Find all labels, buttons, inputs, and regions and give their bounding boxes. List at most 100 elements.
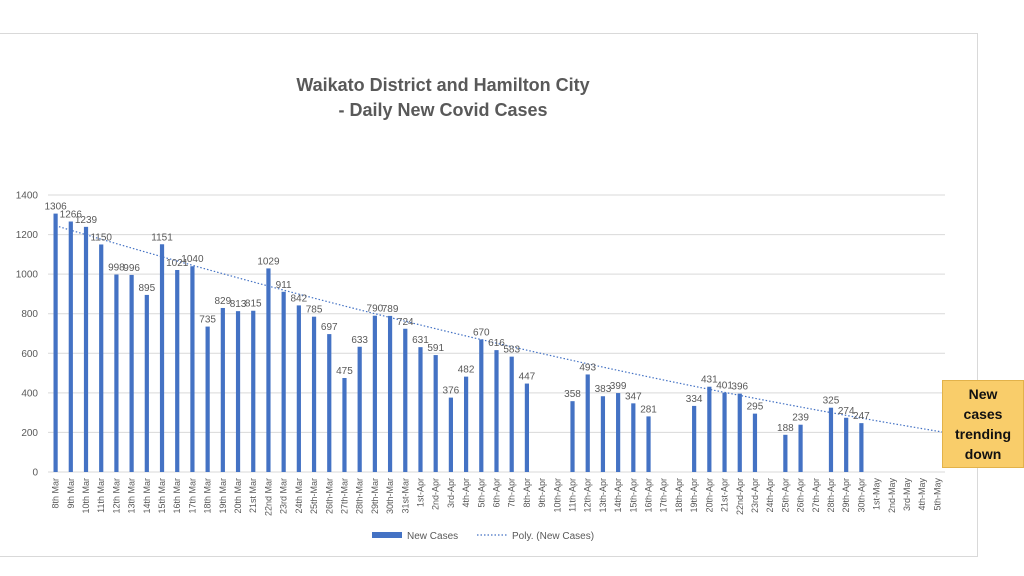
x-tick-label: 1st-May [872, 478, 882, 511]
x-tick-label: 27th-Apr [811, 478, 821, 513]
data-label: 633 [351, 335, 368, 346]
bar [311, 316, 317, 472]
x-tick-label: 28th-Apr [826, 478, 836, 513]
data-label: 815 [245, 299, 262, 310]
bar [190, 266, 195, 472]
data-label: 735 [199, 315, 216, 326]
x-tick-label: 26th-Apr [796, 478, 806, 513]
data-label: 1029 [257, 256, 280, 267]
bar [83, 226, 89, 472]
data-label: 447 [519, 372, 536, 383]
x-tick-label: 10th-Apr [552, 478, 562, 513]
x-tick-label: 29th-Apr [841, 478, 851, 513]
y-tick-label: 1000 [16, 270, 39, 281]
x-tick-label: 30th-Apr [856, 478, 866, 513]
data-label: 670 [473, 327, 490, 338]
data-label: 895 [138, 283, 155, 294]
bar [570, 401, 575, 472]
bar [235, 311, 241, 472]
legend-label-new-cases: New Cases [407, 531, 458, 542]
bar [433, 355, 438, 472]
x-tick-label: 14th-Apr [613, 478, 623, 513]
data-label: 1151 [151, 232, 173, 243]
data-label: 1306 [44, 202, 67, 213]
bar [403, 328, 408, 472]
data-label: 789 [382, 304, 399, 315]
bar [266, 268, 271, 472]
x-tick-label: 20th Mar [233, 478, 243, 514]
x-tick-label: 13th Mar [127, 478, 137, 514]
trend-callout: New cases trending down [942, 380, 1024, 468]
data-label: 1021 [166, 258, 189, 269]
bar [631, 403, 636, 472]
bar [281, 291, 286, 472]
legend: New Cases Poly. (New Cases) [372, 531, 594, 542]
bar [175, 269, 180, 472]
x-tick-label: 4th-Apr [461, 478, 471, 508]
x-tick-label: 23rd Mar [279, 478, 289, 514]
data-label: 239 [792, 413, 809, 424]
bar [251, 310, 256, 472]
data-label: 325 [823, 396, 840, 407]
y-tick-label: 600 [21, 349, 38, 360]
data-label: 911 [276, 280, 292, 291]
bar [342, 378, 347, 472]
bar [828, 407, 834, 472]
y-tick-label: 800 [21, 309, 38, 320]
x-tick-label: 25th-Mar [309, 478, 319, 514]
x-tick-label: 12th Mar [111, 478, 121, 514]
x-tick-label: 9th-Apr [537, 478, 547, 508]
bar [859, 423, 864, 472]
bar [327, 334, 332, 472]
data-label: 1239 [75, 215, 98, 226]
data-label: 697 [321, 322, 338, 333]
x-tick-label: 2nd-Apr [431, 478, 441, 510]
legend-swatch-bar [372, 532, 402, 538]
data-label: 295 [747, 402, 764, 413]
data-label: 829 [214, 296, 231, 307]
bar [844, 417, 849, 472]
bar [220, 307, 225, 472]
x-tick-label: 2nd-May [887, 478, 897, 514]
bar [129, 274, 134, 472]
x-tick-label: 15th-Apr [628, 478, 638, 513]
y-tick-label: 400 [21, 388, 38, 399]
x-tick-label: 19th Mar [218, 478, 228, 514]
bar [737, 393, 742, 472]
data-label: 591 [427, 343, 444, 354]
x-tick-label: 19th-Apr [689, 478, 699, 513]
x-tick-label: 27th-Mar [339, 478, 349, 514]
bar [68, 221, 73, 472]
x-tick-label: 7th-Apr [507, 478, 517, 508]
bar [357, 346, 362, 472]
data-label: 631 [412, 335, 429, 346]
data-label: 274 [838, 406, 855, 417]
bar [783, 434, 788, 472]
x-tick-label: 11th Mar [96, 478, 106, 513]
x-tick-label: 6th-Apr [492, 478, 502, 508]
y-tick-label: 1400 [16, 191, 39, 202]
data-label: 399 [610, 381, 627, 392]
data-label: 790 [367, 304, 384, 315]
data-label: 188 [777, 423, 794, 434]
x-tick-label: 24th Mar [294, 478, 304, 514]
bar [616, 393, 621, 472]
data-label: 396 [731, 382, 748, 393]
x-tick-label: 16th Mar [172, 478, 182, 514]
x-tick-label: 17th Mar [187, 478, 197, 514]
bar [798, 424, 803, 472]
x-tick-label: 30th-Mar [385, 478, 395, 514]
bar [752, 413, 758, 472]
bar [114, 274, 119, 472]
data-label: 281 [640, 404, 657, 415]
x-tick-label: 5th-Apr [476, 478, 486, 508]
bar [418, 347, 423, 472]
bar [585, 374, 590, 472]
x-tick-label: 20th-Apr [704, 478, 714, 513]
callout-text: New cases trending down [955, 386, 1011, 462]
data-label: 482 [458, 365, 475, 376]
data-label: 376 [443, 386, 460, 397]
data-label: 475 [336, 366, 353, 377]
bar [99, 244, 104, 472]
x-tick-label: 12th-Apr [583, 478, 593, 513]
